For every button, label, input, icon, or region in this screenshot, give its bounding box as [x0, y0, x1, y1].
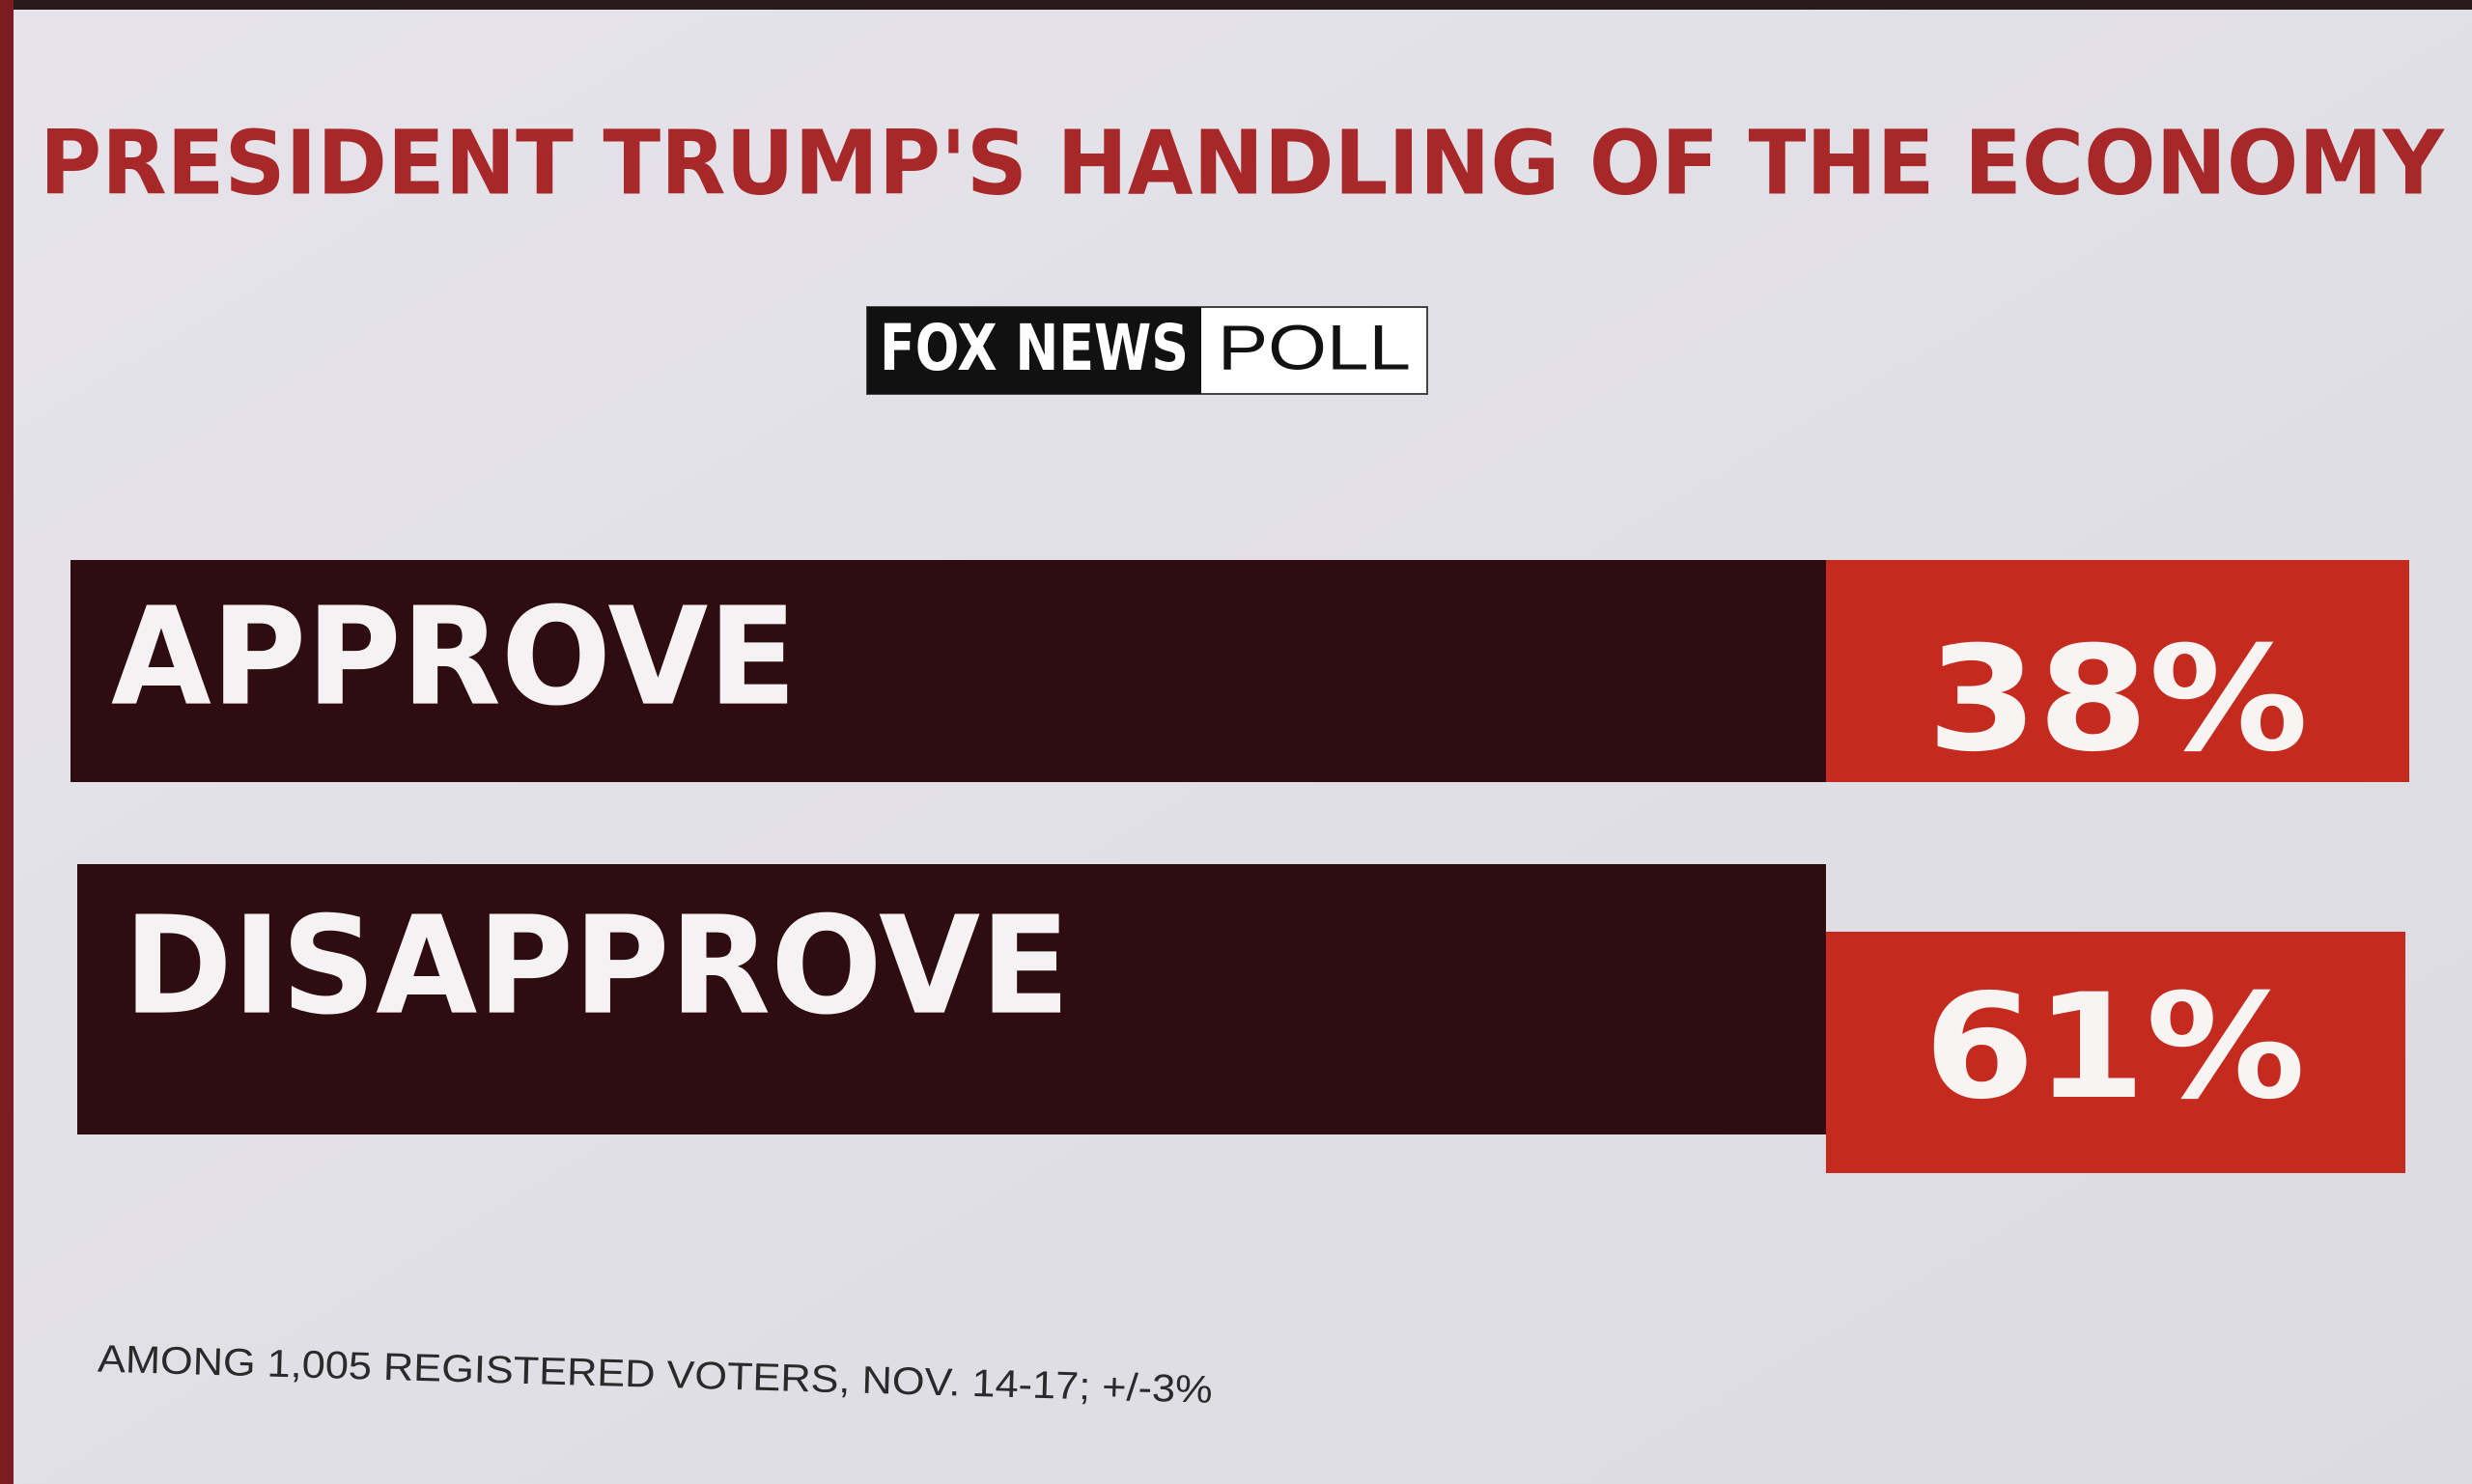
row-label: DISAPPROVE	[124, 888, 1070, 1046]
row: APPROVE 38%	[70, 560, 2409, 784]
label-bar	[70, 560, 1826, 782]
title: PRESIDENT TRUMP'S HANDLING OF THE ECONOM…	[40, 111, 2445, 214]
row-label: APPROVE	[111, 579, 797, 737]
value-box	[1826, 560, 2409, 782]
row: DISAPPROVE 61%	[77, 864, 2405, 1173]
logo: FOX NEWS POLL	[866, 306, 1428, 395]
row-value: 61%	[1924, 964, 2306, 1132]
logo-label: POLL	[1218, 311, 1411, 382]
row-value: 38%	[1927, 616, 2309, 784]
label-bar	[77, 864, 1826, 1134]
value-box	[1826, 932, 2405, 1173]
edge	[0, 0, 14, 1484]
logo-brand: FOX NEWS	[880, 311, 1189, 385]
logo-brand-bg	[867, 307, 1201, 394]
